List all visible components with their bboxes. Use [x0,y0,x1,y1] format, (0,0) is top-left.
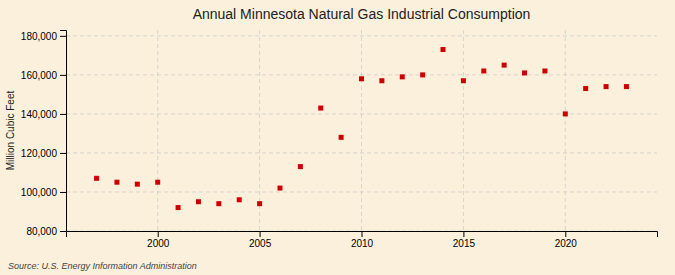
chart: 2000 2005 2010 2015 2020 80,000 100,000 120,000… [0,0,675,275]
tick-label: 160,000 [21,70,58,81]
tick: 120,000 [21,148,66,159]
point [114,180,119,185]
tick: 2005 [249,231,272,249]
tick-mark [60,114,66,115]
grid-line [66,35,657,36]
point [155,180,160,185]
plot-area: 2000 2005 2010 2015 2020 80,000 100,000 120,000… [21,30,658,249]
tick: 80,000 [26,226,66,237]
title: Annual Minnesota Natural Gas Industrial … [193,6,531,22]
tick: 2020 [555,231,578,249]
point [563,111,568,116]
point [298,164,303,169]
point [196,199,201,204]
tick-mark [60,36,66,37]
point [216,201,221,206]
tick: 160,000 [21,70,66,81]
tick-label: 2010 [351,238,374,249]
y-axis-label: Million Cubic Feet [5,91,16,171]
grid-line [157,30,158,231]
point [441,47,446,52]
tick-label: 100,000 [21,187,58,198]
tick-mark [60,231,66,232]
tick-label: 80,000 [26,226,57,237]
tick-mark [158,231,159,237]
tick-mark [60,153,66,154]
tick: 100,000 [21,187,66,198]
point [237,197,242,202]
tick-mark [565,231,566,237]
tick: 2000 [147,231,170,249]
tick: 140,000 [21,109,66,120]
point [339,135,344,140]
point [502,63,507,68]
marks [94,47,629,210]
tick-mark [260,231,261,237]
point [624,84,629,89]
point [257,201,262,206]
tick-mark [362,231,363,237]
tick-mark [60,192,66,193]
point [359,76,364,81]
point [176,205,181,210]
grid-line [361,30,362,231]
point [481,68,486,73]
point [379,78,384,83]
tick: 2010 [351,231,374,249]
axis-line [60,31,67,232]
point [318,106,323,111]
point [135,182,140,187]
point [277,186,282,191]
axis-line [67,232,658,238]
tick: 2015 [453,231,476,249]
point [542,68,547,73]
point [604,84,609,89]
annotation: Source: U.S. Energy Information Administ… [8,261,197,271]
point [94,176,99,181]
grid-line [565,30,566,231]
tick: 180,000 [21,31,66,42]
point [461,78,466,83]
tick-label: 2020 [555,238,578,249]
point [420,72,425,77]
point [400,74,405,79]
grid [66,30,657,231]
tick-label: 2015 [453,238,476,249]
tick-label: 120,000 [21,148,58,159]
x-axis: 2000 2005 2010 2015 2020 [67,231,658,249]
tick-label: 140,000 [21,109,58,120]
point [522,70,527,75]
point [583,86,588,91]
tick-label: 180,000 [21,31,58,42]
tick-mark [60,75,66,76]
tick-label: 2000 [147,238,170,249]
tick-mark [463,231,464,237]
grid-line [259,30,260,231]
grid-line [463,30,464,231]
y-axis: 80,000 100,000 120,000 140,000 160,000 180,00… [21,31,67,237]
tick-label: 2005 [249,238,272,249]
